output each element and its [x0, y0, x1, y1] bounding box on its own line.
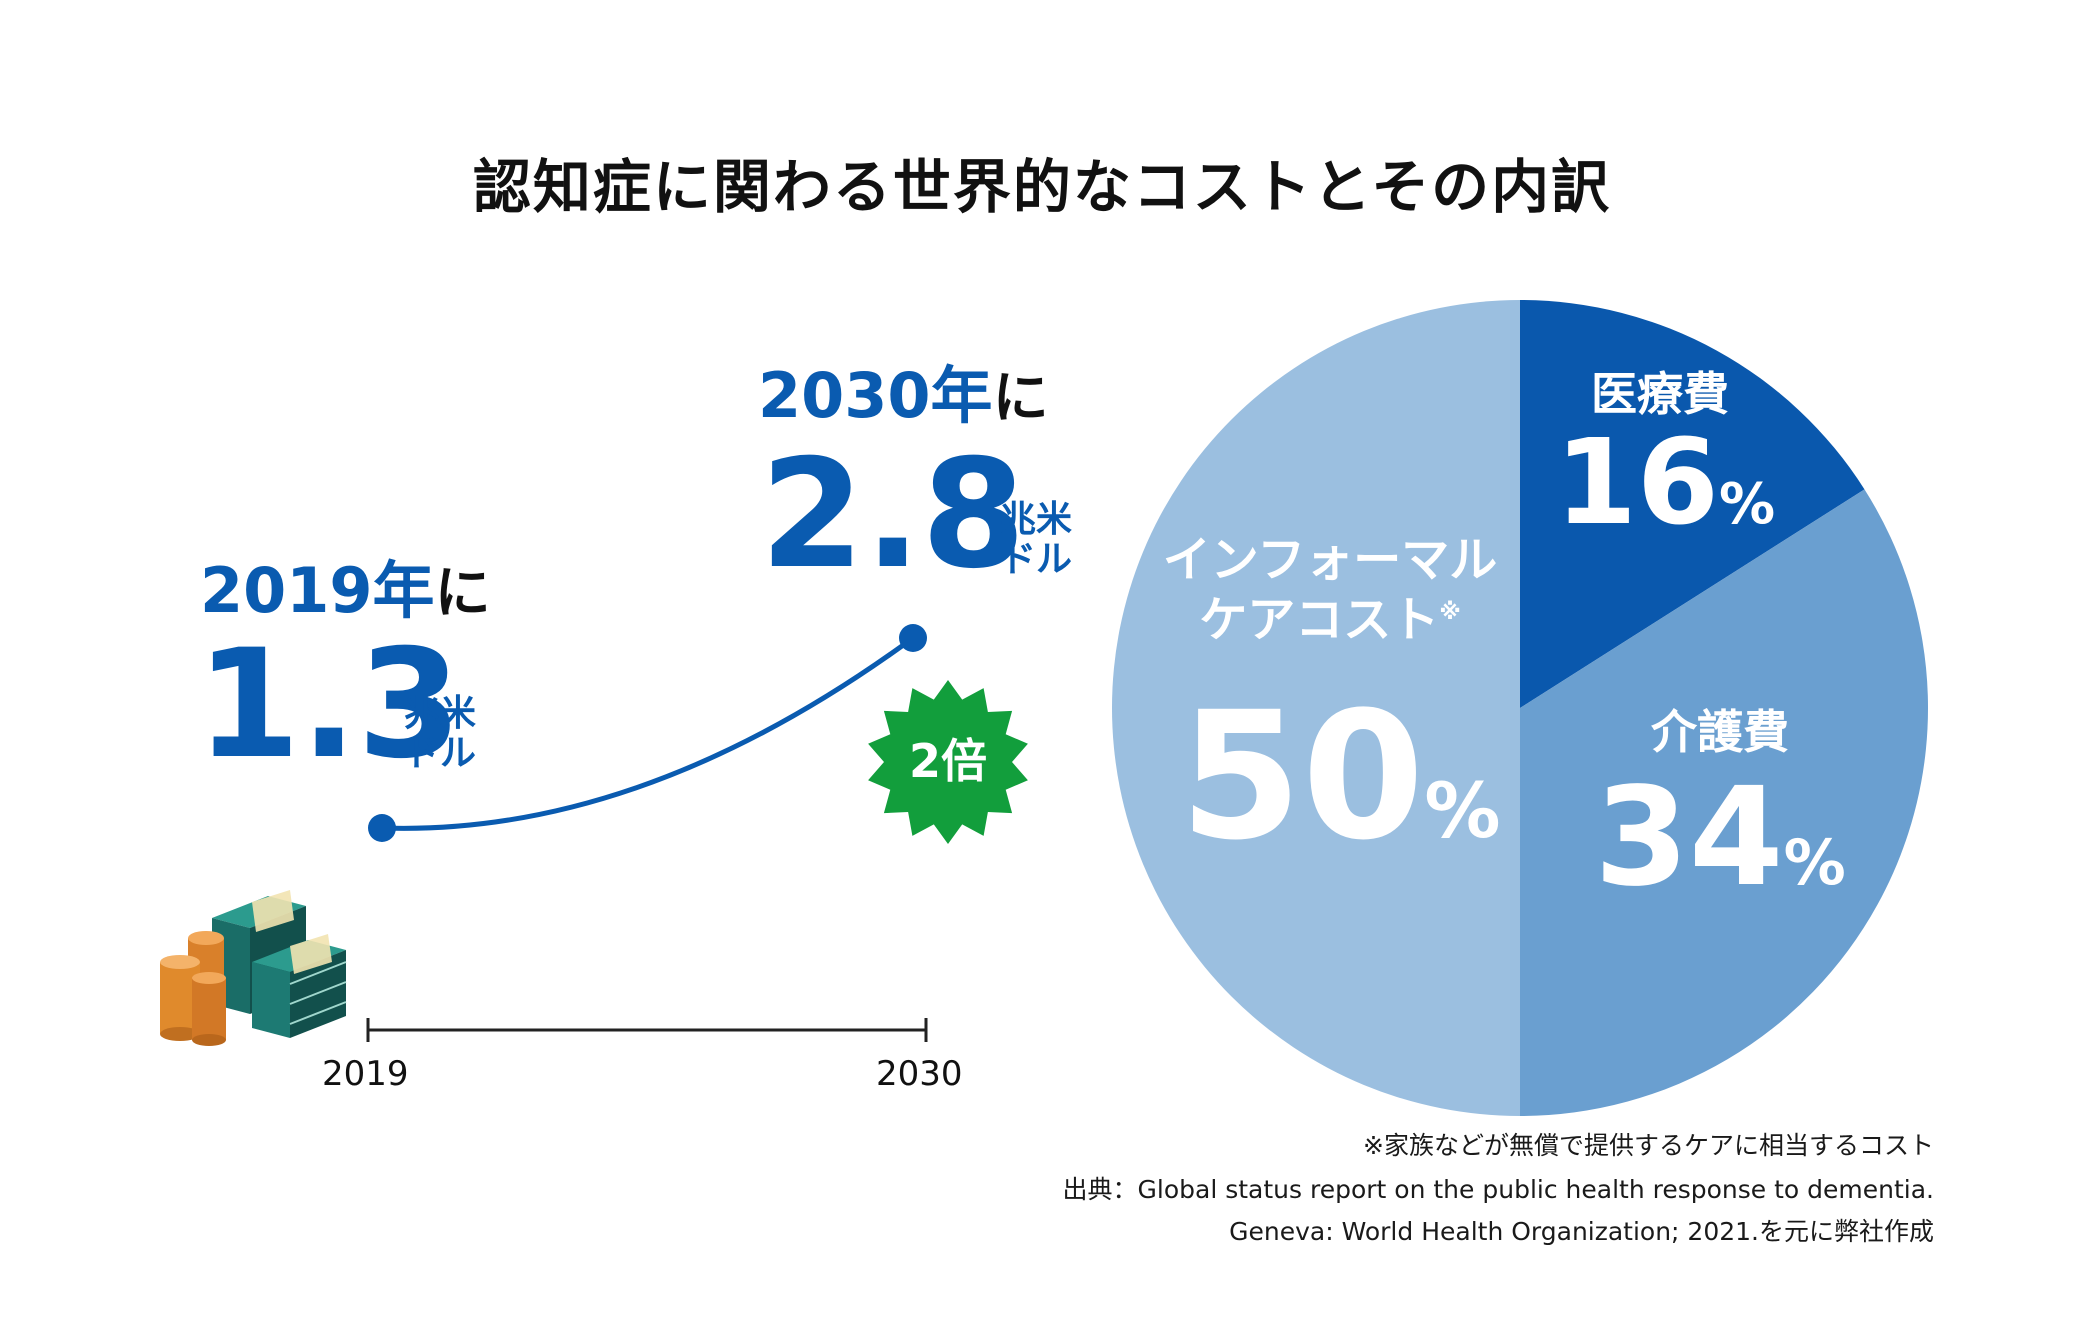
- slice-label-informal-line2: ケアコスト: [1199, 592, 1440, 648]
- year-heading-2030: 2030年に: [758, 345, 1049, 435]
- slice-value-care-sign: %: [1783, 826, 1846, 899]
- unit-2019-line2: ドル: [404, 733, 477, 775]
- pie-slice-care: [1520, 489, 1929, 1116]
- unit-2019: 兆米 ドル: [404, 693, 477, 775]
- value-2019: 1.3: [196, 618, 462, 792]
- data-point-2030: [899, 624, 927, 652]
- unit-2030-line2: ドル: [1000, 539, 1073, 581]
- year-label-2030: 2030年: [758, 359, 993, 432]
- year-suffix-2019: に: [434, 561, 491, 626]
- axis-year-end: 2030: [876, 1054, 963, 1094]
- footnote-mark: ※: [1439, 600, 1461, 625]
- slice-label-informal-line2-wrap: ケアコスト※: [1140, 590, 1520, 650]
- slice-value-care-number: 34: [1594, 759, 1784, 917]
- badge-label: 2倍: [909, 734, 987, 788]
- year-suffix-2030: に: [992, 366, 1049, 431]
- page-title: 認知症に関わる世界的なコストとその内訳: [472, 153, 1612, 221]
- source-line-2: Geneva: World Health Organization; 2021.…: [1229, 1217, 1934, 1246]
- year-label-2019: 2019年: [200, 554, 435, 627]
- slice-value-informal-number: 50: [1179, 674, 1425, 879]
- slice-value-medical-number: 16: [1554, 413, 1720, 551]
- data-point-2019: [368, 814, 396, 842]
- slice-label-medical: 医療費: [1591, 367, 1729, 421]
- coin-stack-icon: [160, 931, 226, 1046]
- footnote-informal-care: ※家族などが無償で提供するケアに相当するコスト: [1363, 1131, 1934, 1160]
- axis-year-start: 2019: [322, 1054, 409, 1094]
- growth-curve: [381, 635, 915, 831]
- slice-label-care: 介護費: [1651, 705, 1789, 759]
- value-2030: 2.8: [760, 428, 1026, 602]
- slice-value-medical: 16%: [1540, 417, 1790, 548]
- slice-value-informal-sign: %: [1424, 766, 1501, 855]
- slice-label-informal-line1: インフォーマル: [1162, 532, 1498, 588]
- unit-2019-line1: 兆米: [404, 693, 477, 734]
- slice-value-informal: 50%: [1170, 680, 1510, 874]
- year-heading-2019: 2019年に: [200, 540, 491, 630]
- slice-value-care: 34%: [1570, 763, 1870, 914]
- pie-slice-informal: [1112, 300, 1520, 1116]
- unit-2030-line1: 兆米: [1000, 499, 1073, 540]
- badge-burst: [868, 680, 1028, 844]
- unit-2030: 兆米 ドル: [1000, 499, 1073, 581]
- pie-slice-medical: [1520, 300, 1865, 708]
- slice-label-informal: インフォーマル ケアコスト※: [1140, 530, 1520, 650]
- source-line-1: 出典：Global status report on the public he…: [1062, 1175, 1934, 1204]
- slice-value-medical-sign: %: [1719, 472, 1776, 537]
